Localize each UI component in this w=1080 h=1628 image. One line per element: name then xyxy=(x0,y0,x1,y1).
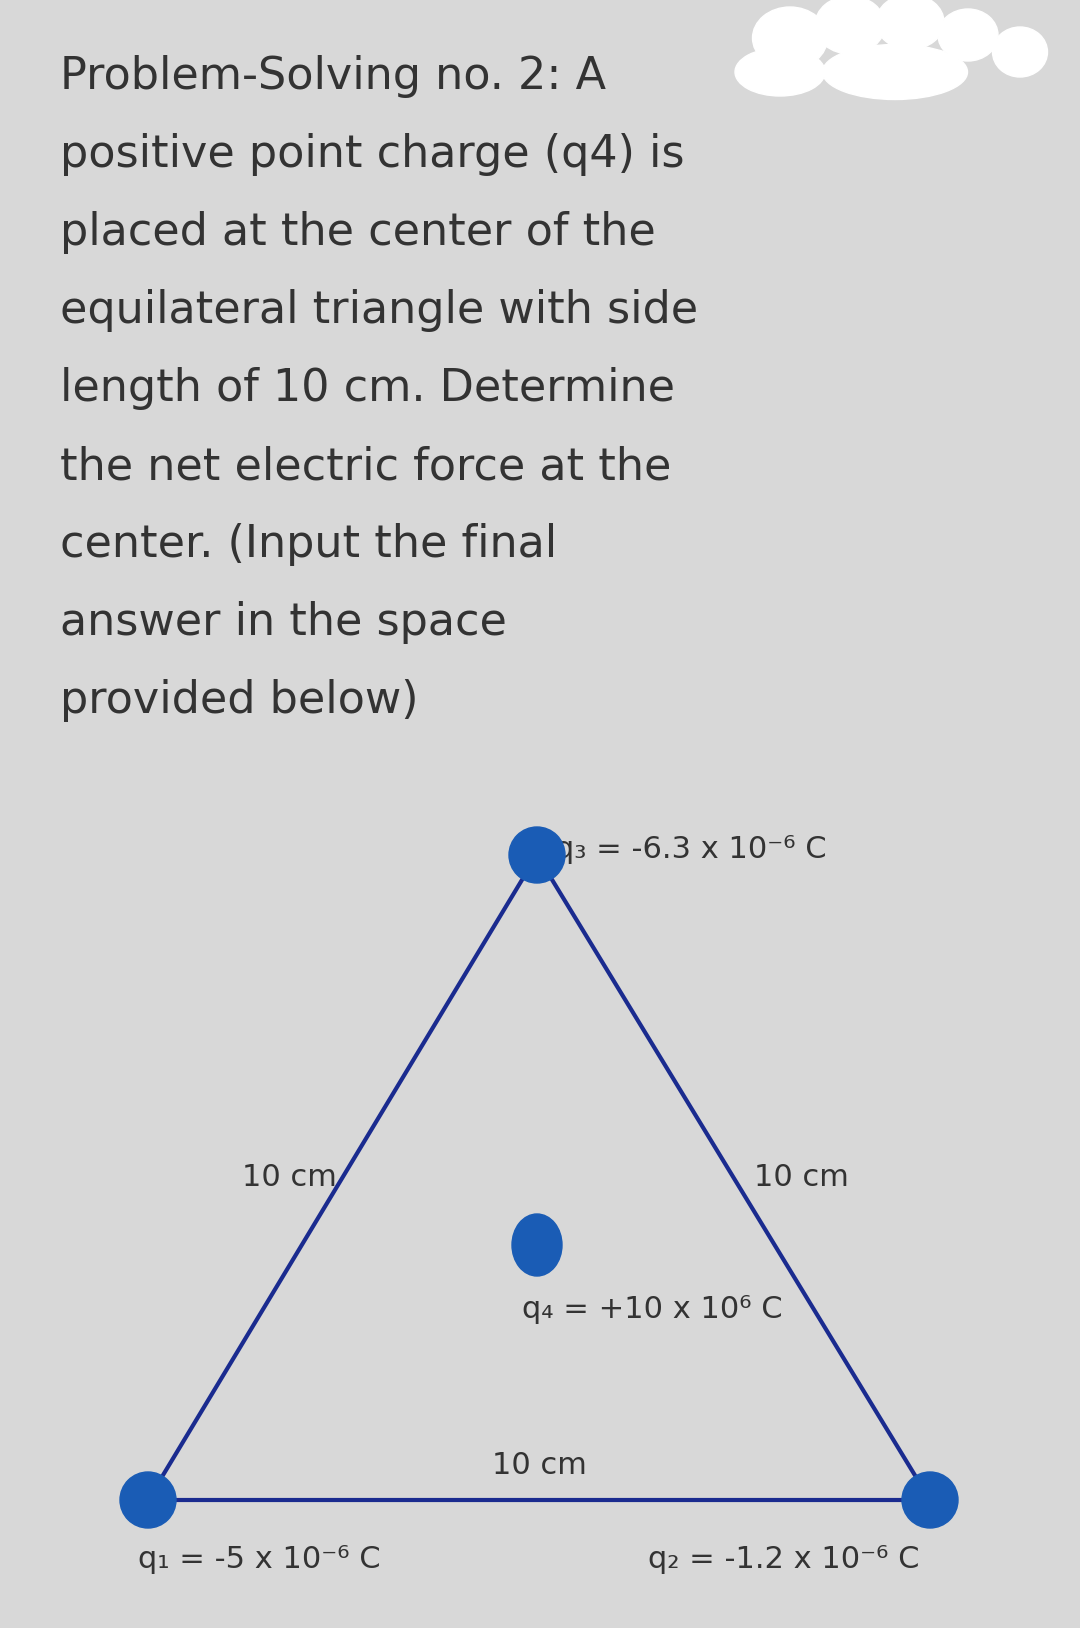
Ellipse shape xyxy=(823,44,968,99)
Text: q₃ = -6.3 x 10⁻⁶ C: q₃ = -6.3 x 10⁻⁶ C xyxy=(555,835,826,864)
Ellipse shape xyxy=(735,47,825,96)
Text: placed at the center of the: placed at the center of the xyxy=(60,212,656,254)
Circle shape xyxy=(902,1472,958,1529)
Text: length of 10 cm. Determine: length of 10 cm. Determine xyxy=(60,366,675,410)
Text: 10 cm: 10 cm xyxy=(754,1162,849,1192)
Ellipse shape xyxy=(815,0,885,54)
Ellipse shape xyxy=(939,10,998,60)
Ellipse shape xyxy=(512,1214,562,1276)
Text: 10 cm: 10 cm xyxy=(243,1162,337,1192)
Text: positive point charge (q4) is: positive point charge (q4) is xyxy=(60,133,685,176)
Text: q₂ = -1.2 x 10⁻⁶ C: q₂ = -1.2 x 10⁻⁶ C xyxy=(648,1545,920,1574)
Ellipse shape xyxy=(876,0,944,49)
Text: q₁ = -5 x 10⁻⁶ C: q₁ = -5 x 10⁻⁶ C xyxy=(138,1545,380,1574)
Circle shape xyxy=(120,1472,176,1529)
Text: the net electric force at the: the net electric force at the xyxy=(60,444,672,488)
Text: center. (Input the final: center. (Input the final xyxy=(60,523,557,567)
Text: q₄ = +10 x 10⁶ C: q₄ = +10 x 10⁶ C xyxy=(522,1294,783,1324)
Text: 10 cm: 10 cm xyxy=(491,1451,586,1480)
Text: equilateral triangle with side: equilateral triangle with side xyxy=(60,290,698,332)
Text: Problem-Solving no. 2: A: Problem-Solving no. 2: A xyxy=(60,55,606,98)
Ellipse shape xyxy=(753,7,827,68)
Circle shape xyxy=(509,827,565,882)
Ellipse shape xyxy=(993,28,1048,77)
Text: answer in the space: answer in the space xyxy=(60,601,507,645)
Text: provided below): provided below) xyxy=(60,679,419,721)
